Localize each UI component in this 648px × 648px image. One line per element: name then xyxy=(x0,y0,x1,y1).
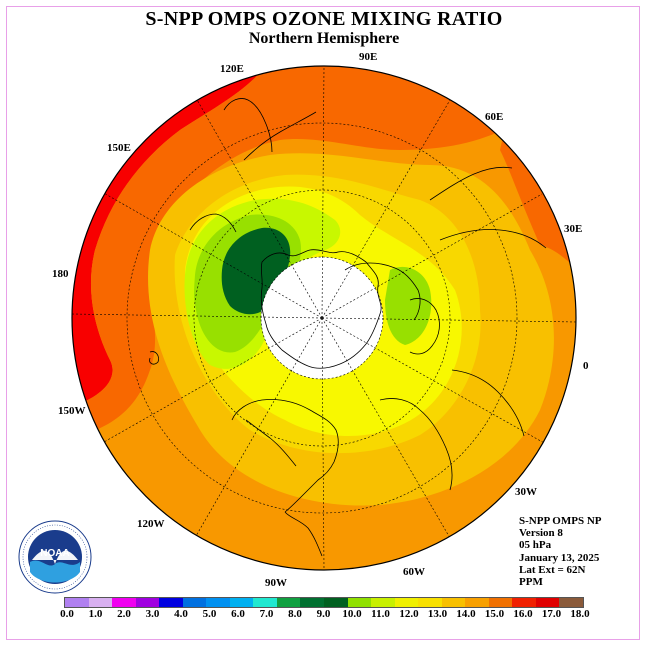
colorbar-tick-label: 14.0 xyxy=(456,608,476,620)
info-version: Version 8 xyxy=(519,527,563,540)
colorbar-swatch xyxy=(559,598,584,607)
colorbar-tick-label: 4.0 xyxy=(174,608,188,620)
colorbar-swatch xyxy=(65,598,89,607)
graticule xyxy=(72,66,576,570)
colorbar-swatch xyxy=(276,598,301,607)
colorbar xyxy=(64,597,584,608)
colorbar-swatch xyxy=(206,598,230,607)
colorbar-swatch xyxy=(535,598,560,607)
map-title: S-NPP OMPS OZONE MIXING RATIO xyxy=(145,8,503,30)
noaa-logo-text: NOAA xyxy=(40,548,69,559)
lon-label-90e: 90E xyxy=(359,51,378,63)
noaa-logo-icon: NOAA xyxy=(18,520,92,594)
colorbar-swatch xyxy=(512,598,536,607)
colorbar-swatch xyxy=(159,598,183,607)
colorbar-tick-label: 18.0 xyxy=(570,608,590,620)
lon-label-0: 0 xyxy=(583,360,589,372)
colorbar-tick-label: 6.0 xyxy=(231,608,245,620)
band-green-east xyxy=(385,266,432,345)
lon-label-120e: 120E xyxy=(220,63,244,75)
lon-label-180: 180 xyxy=(52,268,69,280)
colorbar-tick-label: 8.0 xyxy=(288,608,302,620)
colorbar-swatch xyxy=(112,598,136,607)
ozone-field xyxy=(72,66,576,570)
colorbar-tick-label: 17.0 xyxy=(541,608,562,620)
lon-label-90w: 90W xyxy=(265,577,287,589)
colorbar-labels: 0.0 1.0 2.0 3.0 4.0 5.0 6.0 7.0 8.0 9.0 10.0 11.0 12… xyxy=(0,608,648,622)
coastlines xyxy=(149,98,547,557)
colorbar-swatch xyxy=(371,598,395,607)
colorbar-swatch xyxy=(394,598,419,607)
product-info: S-NPP OMPS NP Version 8 05 hPa January 1… xyxy=(519,515,602,588)
map-subtitle: Northern Hemisphere xyxy=(248,30,400,47)
colorbar-swatch xyxy=(253,598,277,607)
band-orange-red xyxy=(72,66,520,440)
colorbar-tick-label: 3.0 xyxy=(145,608,160,620)
colorbar-tick-label: 0.0 xyxy=(60,608,74,620)
map-boundary xyxy=(71,65,577,571)
colorbar-swatch xyxy=(441,598,466,607)
lon-label-60e: 60E xyxy=(485,111,504,123)
colorbar-swatch xyxy=(182,598,207,607)
lon-label-150w: 150W xyxy=(58,405,86,417)
lon-label-30w: 30W xyxy=(515,486,537,498)
lon-label-120w: 120W xyxy=(137,518,165,530)
colorbar-swatch xyxy=(229,598,254,607)
colorbar-swatch xyxy=(347,598,372,607)
colorbar-tick-label: 5.0 xyxy=(202,608,217,620)
colorbar-swatch xyxy=(488,598,513,607)
colorbar-swatch xyxy=(300,598,325,607)
info-date: January 13, 2025 xyxy=(519,551,600,564)
colorbar-tick-label: 12.0 xyxy=(399,608,419,620)
colorbar-tick-label: 1.0 xyxy=(88,608,103,620)
colorbar-tick-label: 13.0 xyxy=(427,608,448,620)
info-pressure-level: 05 hPa xyxy=(519,539,552,552)
colorbar-tick-label: 16.0 xyxy=(513,608,533,620)
lon-label-150e: 150E xyxy=(107,142,131,154)
colorbar-swatch xyxy=(418,598,442,607)
colorbar-tick-label: 15.0 xyxy=(484,608,505,620)
colorbar-swatch xyxy=(135,598,160,607)
colorbar-tick-label: 9.0 xyxy=(316,608,331,620)
lon-label-30e: 30E xyxy=(564,223,583,235)
info-lat-extent: Lat Ext = 62N xyxy=(519,563,586,576)
colorbar-tick-label: 7.0 xyxy=(259,608,274,620)
info-units: PPM xyxy=(519,576,543,589)
colorbar-tick-label: 11.0 xyxy=(371,608,390,620)
colorbar-tick-label: 10.0 xyxy=(342,608,362,620)
colorbar-tick-label: 2.0 xyxy=(117,608,131,620)
colorbar-swatch xyxy=(465,598,489,607)
figure-frame xyxy=(6,6,640,640)
lon-label-60w: 60W xyxy=(403,566,425,578)
colorbar-swatch xyxy=(324,598,348,607)
info-instrument: S-NPP OMPS NP xyxy=(519,515,602,527)
colorbar-swatch xyxy=(88,598,113,607)
